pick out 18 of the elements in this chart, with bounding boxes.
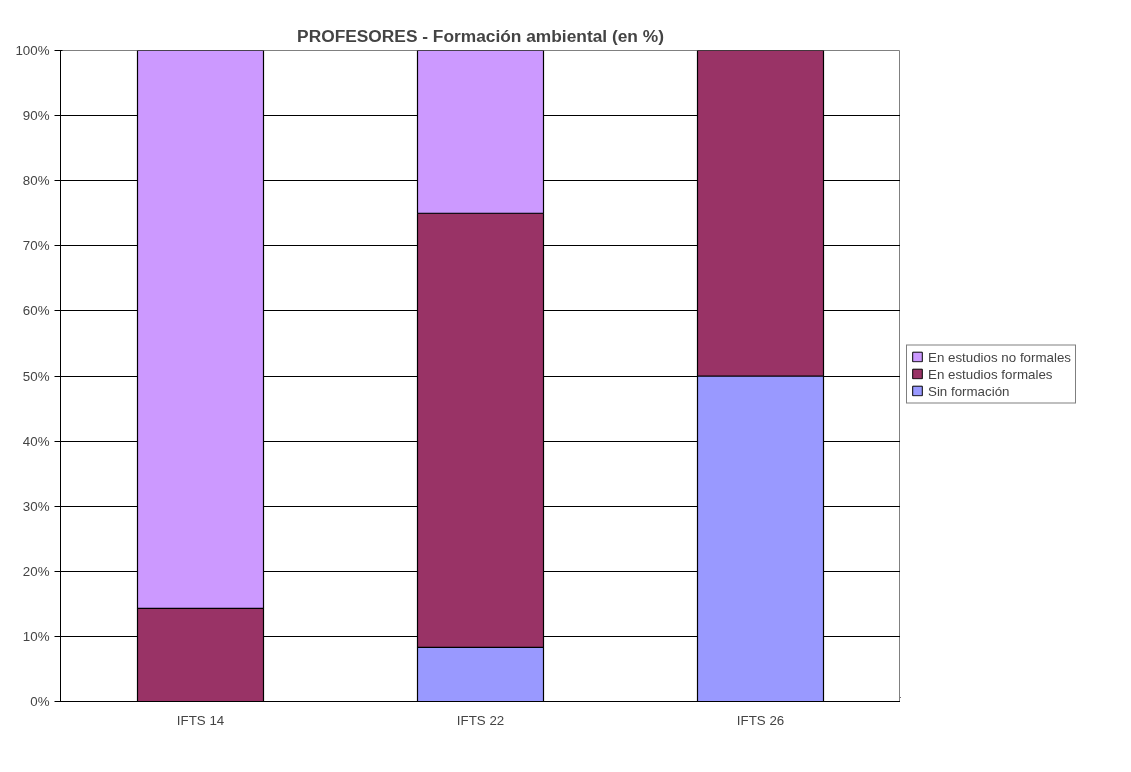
x-tick-label: IFTS 26: [736, 712, 785, 728]
y-tick-label: 50%: [22, 368, 50, 384]
y-tick-label: 40%: [22, 433, 50, 449]
y-tick-label: 60%: [22, 303, 50, 319]
y-tick-label: 80%: [22, 173, 50, 189]
y-tick-label: 30%: [22, 498, 50, 514]
x-tick-label: IFTS 14: [176, 712, 225, 728]
y-tick-label: 90%: [22, 108, 50, 124]
y-tick-label: 100%: [15, 43, 50, 58]
legend-label: Sin formación: [928, 383, 1010, 398]
y-tick-label: 10%: [22, 628, 50, 644]
y-tick-label: 20%: [22, 563, 50, 579]
y-tick-label: 0%: [30, 694, 50, 709]
legend-label: En estudios formales: [928, 366, 1053, 381]
y-tick-label: 70%: [22, 238, 50, 254]
x-tick-label: IFTS 22: [456, 712, 505, 728]
chart-title: PROFESORES - Formación ambiental (en %): [297, 25, 664, 46]
legend-label: En estudios no formales: [928, 349, 1071, 364]
